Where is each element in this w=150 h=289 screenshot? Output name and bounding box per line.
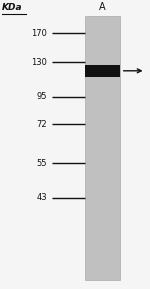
Bar	[85, 65, 120, 77]
Bar	[85, 16, 120, 280]
Text: A: A	[99, 2, 106, 12]
Text: 72: 72	[37, 120, 47, 129]
Text: 43: 43	[37, 193, 47, 203]
Text: 95: 95	[37, 92, 47, 101]
Text: 170: 170	[31, 29, 47, 38]
Text: KDa: KDa	[2, 3, 22, 12]
Text: 55: 55	[37, 159, 47, 168]
Text: 130: 130	[31, 58, 47, 67]
